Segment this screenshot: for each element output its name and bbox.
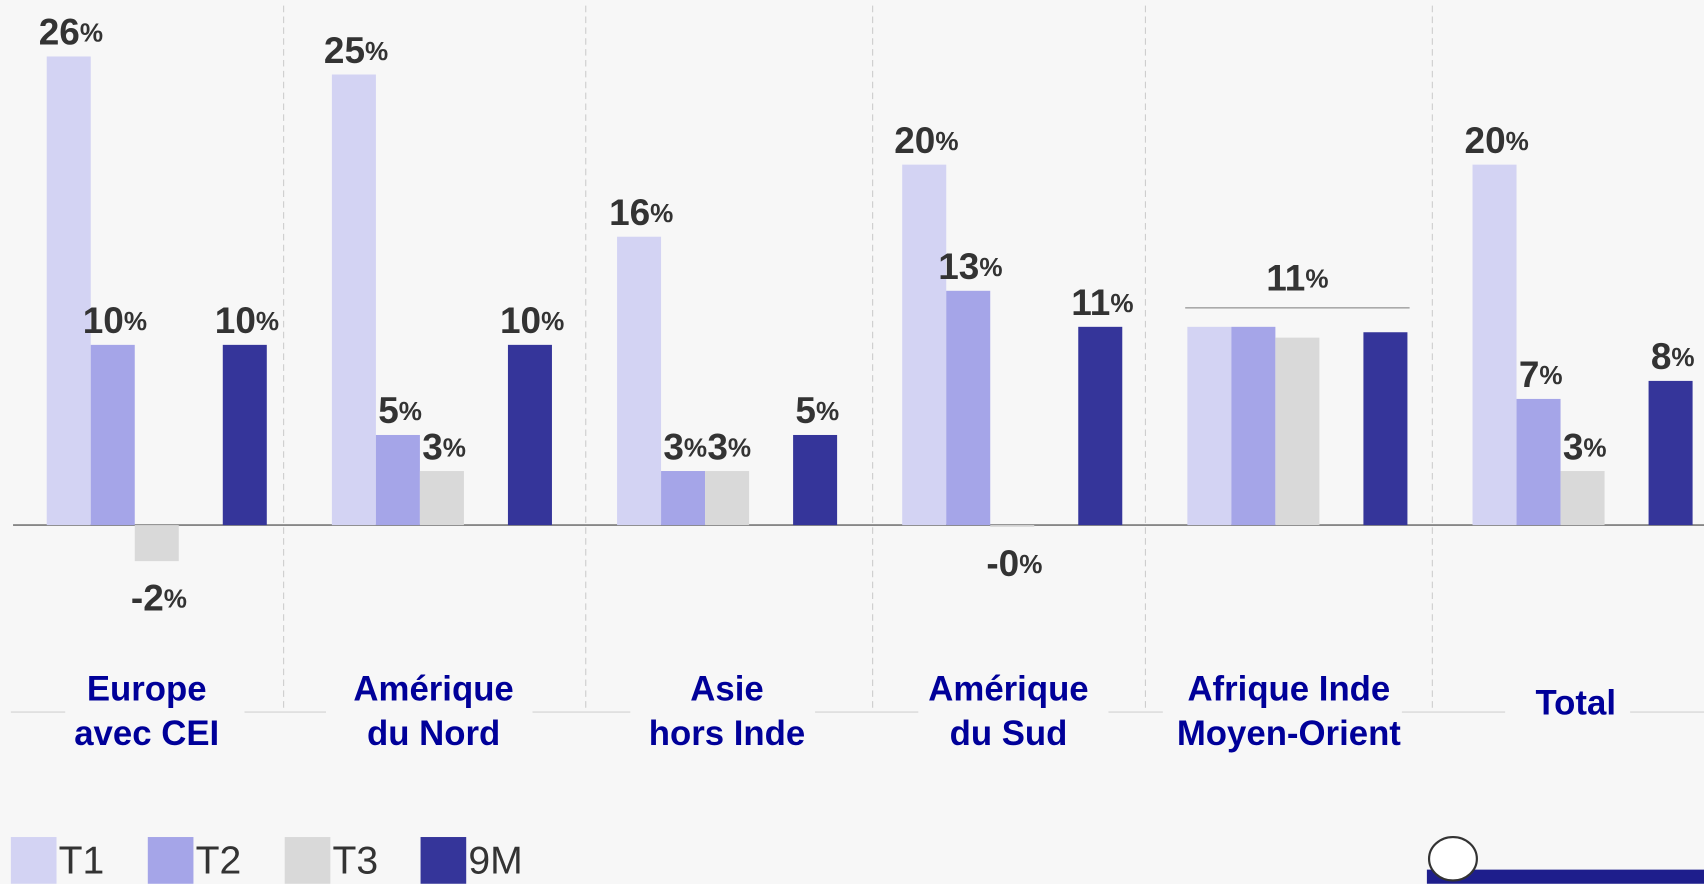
- bar: [375, 434, 420, 526]
- bar: [222, 344, 267, 526]
- data-label: 10%: [500, 300, 564, 341]
- category-label: Moyen-Orient: [1177, 715, 1401, 753]
- bar: [1275, 337, 1320, 526]
- data-label: 3%: [1563, 426, 1607, 467]
- legend-swatch: [10, 837, 57, 884]
- category-label: du Sud: [950, 715, 1068, 753]
- legend-swatch: [420, 837, 467, 884]
- data-label: 3%: [663, 426, 707, 467]
- category-label: Afrique Inde: [1187, 671, 1390, 709]
- data-label: 20%: [1465, 120, 1529, 161]
- legend-swatch: [284, 837, 331, 884]
- legend-label: 9M: [468, 839, 522, 882]
- data-label: 5%: [795, 390, 839, 431]
- bar: [1187, 326, 1232, 526]
- category-label: Asie: [690, 671, 763, 709]
- data-label: -0%: [986, 543, 1042, 584]
- bar: [1516, 398, 1561, 526]
- bar: [1648, 380, 1693, 526]
- bar: [946, 290, 991, 526]
- category-label: Amérique: [353, 671, 513, 709]
- data-label: 25%: [324, 30, 388, 71]
- bar: [1078, 326, 1123, 526]
- bar: [705, 471, 750, 526]
- data-label: -2%: [131, 577, 187, 618]
- data-label: 10%: [83, 300, 147, 341]
- bar: [507, 344, 552, 526]
- data-label: 8%: [1651, 336, 1695, 377]
- bar: [46, 56, 91, 526]
- legend-label: T3: [333, 839, 379, 882]
- data-label: 11%: [1071, 282, 1133, 323]
- category-label: du Nord: [367, 715, 500, 753]
- data-label: 16%: [609, 192, 673, 233]
- logo: [1426, 869, 1704, 884]
- category-label: avec CEI: [74, 715, 219, 753]
- data-label: 26%: [39, 12, 103, 53]
- legend-label: T1: [59, 839, 105, 882]
- bar: [902, 164, 947, 526]
- legend-swatch: [147, 837, 194, 884]
- bar: [661, 471, 706, 526]
- data-label: 11%: [1266, 257, 1328, 298]
- bar: [331, 74, 376, 526]
- category-label: Total: [1536, 685, 1616, 723]
- category-label: hors Inde: [649, 715, 805, 753]
- category-label: Europe: [87, 671, 207, 709]
- data-label: 5%: [378, 390, 422, 431]
- legend-label: T2: [196, 839, 242, 882]
- bar: [1560, 471, 1605, 526]
- bar: [1363, 332, 1408, 526]
- bar: [617, 236, 662, 526]
- logo-figure: [1427, 835, 1478, 882]
- data-label: 3%: [707, 426, 751, 467]
- data-label: 13%: [938, 246, 1002, 287]
- data-label: 3%: [422, 426, 466, 467]
- data-label: 7%: [1519, 354, 1563, 395]
- data-label: 10%: [215, 300, 279, 341]
- bar: [990, 525, 1035, 527]
- data-label: 20%: [894, 120, 958, 161]
- bar: [1472, 164, 1517, 526]
- bar: [90, 344, 135, 526]
- bar: [419, 471, 464, 526]
- bar: [793, 434, 838, 526]
- bar: [1231, 326, 1276, 526]
- category-label: Amérique: [928, 671, 1088, 709]
- bar: [134, 525, 179, 562]
